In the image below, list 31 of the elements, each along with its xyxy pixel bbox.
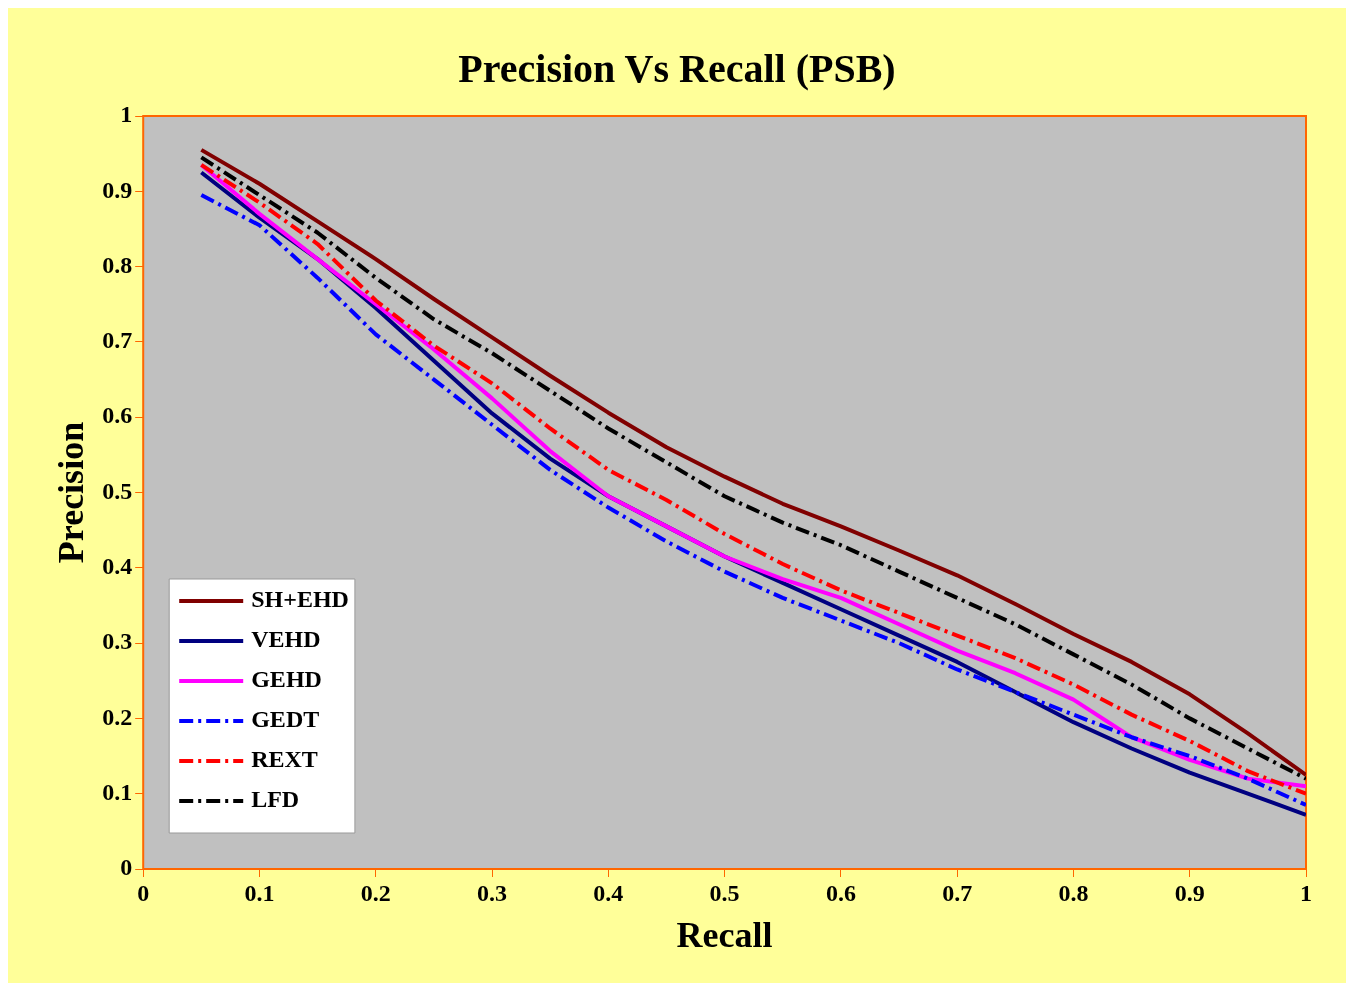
- x-tick-label: 0.4: [593, 879, 624, 906]
- legend-label: GEHD: [251, 666, 322, 693]
- x-tick-label: 0.6: [825, 879, 856, 906]
- y-tick-label: 0.9: [102, 176, 133, 203]
- y-tick-label: 0.1: [102, 778, 133, 805]
- x-tick-label: 0.2: [360, 879, 391, 906]
- y-tick-label: 0.3: [102, 628, 133, 655]
- x-tick-label: 1: [1300, 879, 1312, 906]
- x-tick-label: 0.3: [477, 879, 508, 906]
- x-tick-label: 0.8: [1058, 879, 1089, 906]
- y-tick-label: 0.8: [102, 251, 133, 278]
- y-tick-label: 0.2: [102, 703, 133, 730]
- chart-title: Precision Vs Recall (PSB): [458, 46, 896, 92]
- x-tick-label: 0.7: [942, 879, 973, 906]
- y-tick-label: 0: [120, 854, 133, 881]
- legend-label: VEHD: [251, 626, 321, 653]
- y-tick-label: 0.6: [102, 402, 133, 429]
- legend-label: SH+EHD: [251, 586, 349, 613]
- legend-label: GEDT: [251, 706, 320, 733]
- y-tick-label: 1: [120, 101, 133, 128]
- x-tick-label: 0.5: [709, 879, 740, 906]
- y-tick-label: 0.5: [102, 477, 133, 504]
- x-tick-label: 0.1: [244, 879, 275, 906]
- x-tick-label: 0.9: [1174, 879, 1205, 906]
- y-axis-title: Precision: [50, 421, 91, 564]
- legend-label: REXT: [251, 746, 318, 773]
- y-tick-label: 0.7: [102, 327, 133, 354]
- y-tick-label: 0.4: [102, 553, 133, 579]
- x-tick-label: 0: [137, 879, 150, 906]
- legend-label: LFD: [251, 786, 300, 813]
- x-axis-title: Recall: [676, 914, 773, 955]
